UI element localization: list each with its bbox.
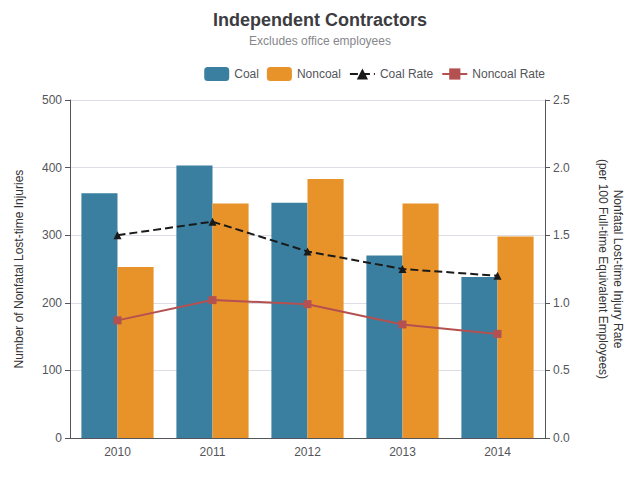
svg-text:2010: 2010 [104,445,131,459]
svg-text:Noncoal: Noncoal [297,67,341,81]
svg-text:1.0: 1.0 [553,296,570,310]
svg-text:Independent Contractors: Independent Contractors [213,10,427,30]
svg-text:100: 100 [42,363,62,377]
svg-text:Excludes office employees: Excludes office employees [249,34,391,48]
svg-text:1.5: 1.5 [553,228,570,242]
svg-text:0: 0 [55,431,62,445]
svg-text:400: 400 [42,161,62,175]
svg-text:Nonfatal Lost-time Injury Rate: Nonfatal Lost-time Injury Rate [611,190,625,349]
svg-text:300: 300 [42,228,62,242]
svg-text:2011: 2011 [200,445,226,459]
svg-text:0.5: 0.5 [553,363,570,377]
svg-text:Number of Nonfatal Lost-time I: Number of Nonfatal Lost-time Injuries [12,170,26,369]
svg-text:Coal Rate: Coal Rate [380,67,434,81]
svg-text:200: 200 [42,296,62,310]
svg-text:Coal: Coal [234,67,259,81]
svg-text:(per 100 Full-time Equivalent: (per 100 Full-time Equivalent Employees) [596,159,610,379]
svg-text:Noncoal Rate: Noncoal Rate [472,67,545,81]
svg-text:2.0: 2.0 [553,161,570,175]
svg-text:2.5: 2.5 [553,93,570,107]
svg-text:0.0: 0.0 [553,431,570,445]
svg-text:2014: 2014 [484,445,511,459]
svg-text:2013: 2013 [389,445,416,459]
svg-text:2012: 2012 [294,445,321,459]
svg-text:500: 500 [42,93,62,107]
